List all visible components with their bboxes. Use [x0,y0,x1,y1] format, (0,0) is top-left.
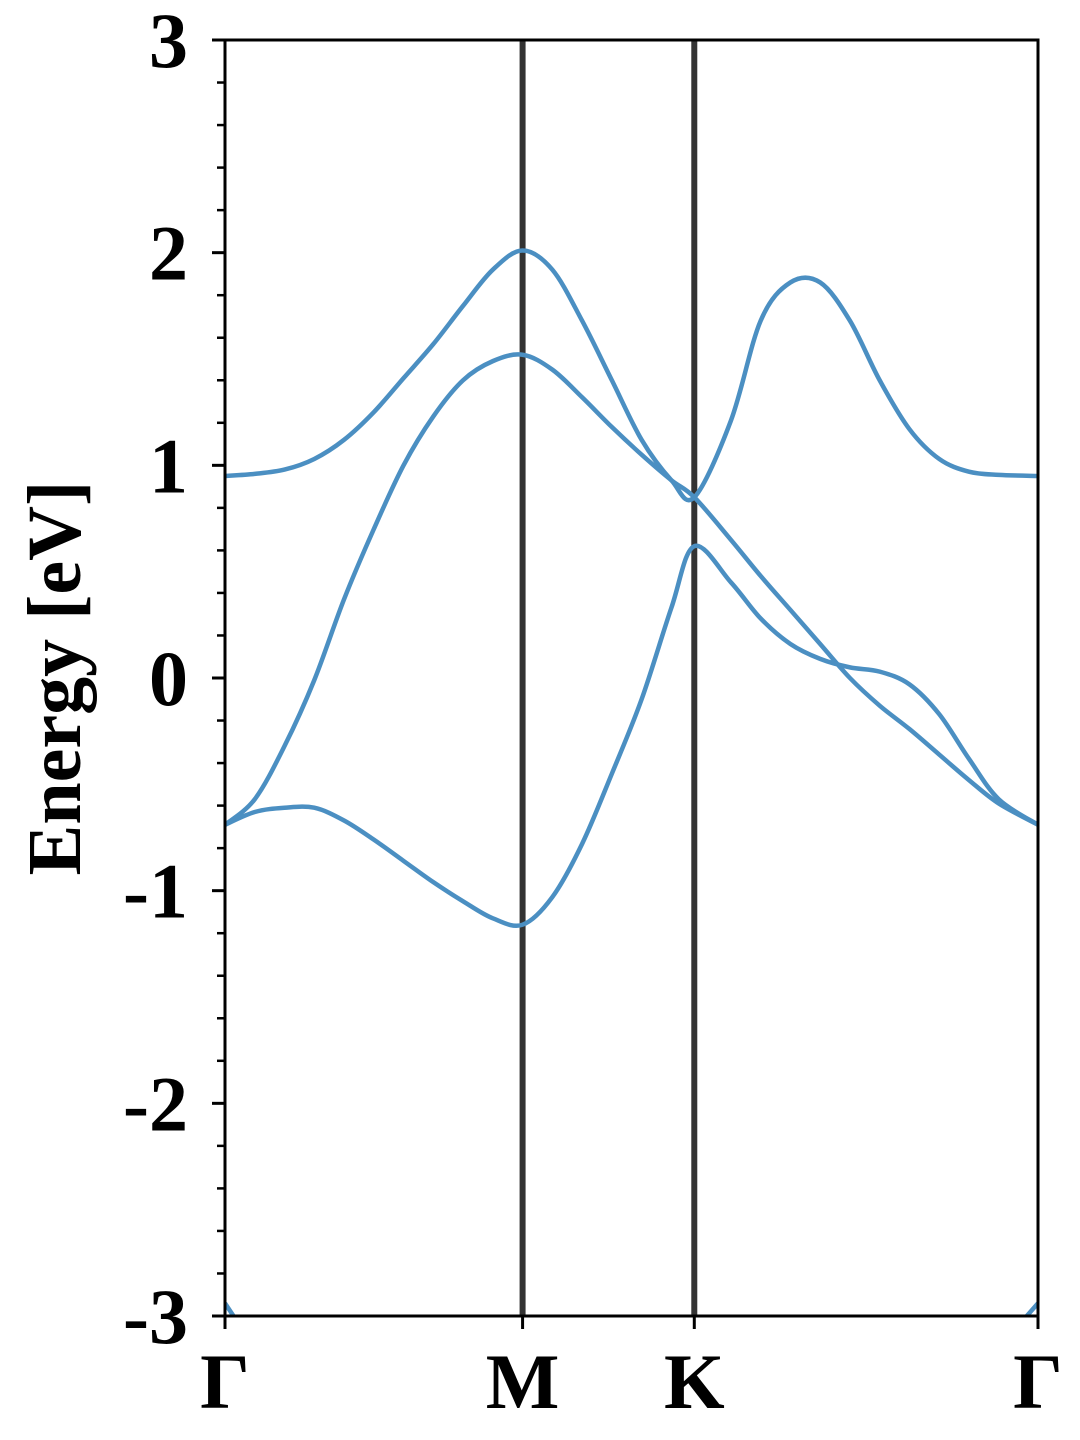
y-tick-label: 1 [149,422,188,509]
band-line [1023,1301,1038,1316]
band-line [225,248,1038,503]
y-tick-label: -2 [123,1060,188,1147]
band-line [225,1301,237,1316]
plot-frame [223,38,1040,1318]
plot-area [225,40,1038,1316]
x-tick-label: M [486,1338,560,1425]
x-tick-label: K [664,1338,725,1425]
y-tick-label: 3 [149,0,188,84]
x-tick-label: Γ [1013,1338,1063,1425]
band-line [225,543,1038,928]
y-tick-label: 2 [149,210,188,297]
y-tick-label: -3 [123,1273,188,1360]
band-line [225,352,1038,827]
x-tick-label: Γ [200,1338,250,1425]
y-tick-label: 0 [149,635,188,722]
y-axis-label: Energy [eV] [13,481,97,876]
y-tick-label: -1 [123,848,188,935]
